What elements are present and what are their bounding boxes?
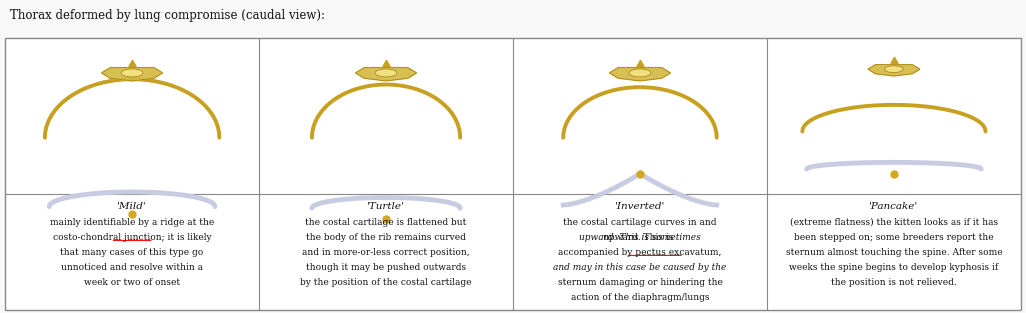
Text: mainly identifiable by a ridge at the: mainly identifiable by a ridge at the [50,218,214,227]
Text: upward. This is: upward. This is [603,233,676,242]
Text: though it may be pushed outwards: though it may be pushed outwards [306,263,466,272]
Ellipse shape [884,66,903,73]
Text: unnoticed and resolve within a: unnoticed and resolve within a [62,263,203,272]
Text: by the position of the costal cartilage: by the position of the costal cartilage [301,278,472,287]
Bar [5,38,1021,310]
Ellipse shape [121,69,143,77]
Text: sternum almost touching the spine. After some: sternum almost touching the spine. After… [786,248,1002,257]
Text: the costal cartilage curves in and: the costal cartilage curves in and [563,218,717,227]
Text: week or two of onset: week or two of onset [84,278,181,287]
Text: 'Turtle': 'Turtle' [367,202,405,211]
Polygon shape [355,68,417,81]
Text: and may in this case be caused by the: and may in this case be caused by the [553,263,726,272]
Text: and in more-or-less correct position,: and in more-or-less correct position, [303,248,470,257]
Text: upward. This is sometimes: upward. This is sometimes [579,233,701,242]
Text: (extreme flatness) the kitten looks as if it has: (extreme flatness) the kitten looks as i… [790,218,998,227]
Text: 'Mild': 'Mild' [117,202,147,211]
Polygon shape [102,68,162,81]
Text: the costal cartilage is flattened but: the costal cartilage is flattened but [306,218,467,227]
Text: the body of the rib remains curved: the body of the rib remains curved [306,233,466,242]
Polygon shape [868,65,920,76]
Text: been stepped on; some breeders report the: been stepped on; some breeders report th… [794,233,994,242]
Ellipse shape [376,69,397,77]
Text: Thorax deformed by lung compromise (caudal view):: Thorax deformed by lung compromise (caud… [10,9,325,23]
Text: the position is not relieved.: the position is not relieved. [831,278,957,287]
Text: action of the diaphragm/lungs: action of the diaphragm/lungs [570,293,709,302]
Text: accompanied by pectus excavatum,: accompanied by pectus excavatum, [558,248,721,257]
Polygon shape [609,68,671,81]
Ellipse shape [629,69,650,77]
Text: costo-chondral junction; it is likely: costo-chondral junction; it is likely [52,233,211,242]
Text: 'Pancake': 'Pancake' [869,202,918,211]
Text: weeks the spine begins to develop kyphosis if: weeks the spine begins to develop kyphos… [789,263,998,272]
Text: that many cases of this type go: that many cases of this type go [61,248,204,257]
Text: sternum damaging or hindering the: sternum damaging or hindering the [557,278,722,287]
Text: 'Inverted': 'Inverted' [615,202,665,211]
